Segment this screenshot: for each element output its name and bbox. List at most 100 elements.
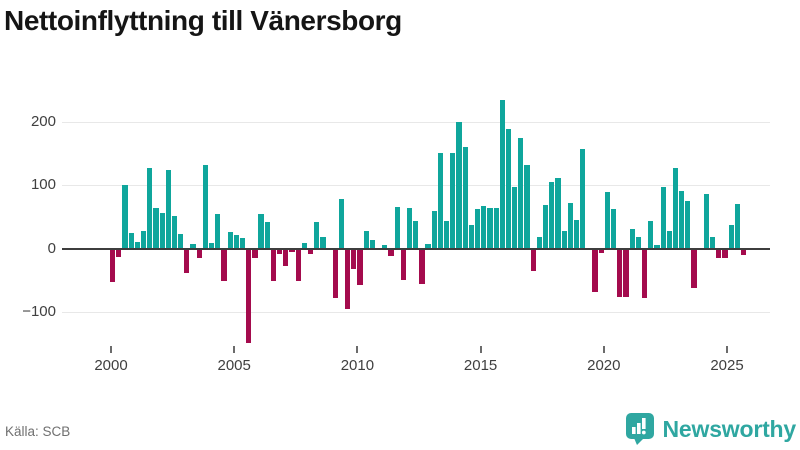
bar-2010Q1 bbox=[357, 248, 363, 286]
bar-2005Q1 bbox=[233, 235, 239, 249]
bar-2001Q4 bbox=[153, 208, 159, 249]
bar-2024Q3 bbox=[716, 248, 722, 258]
bar-2021Q2 bbox=[635, 237, 641, 249]
bar-2012Q4 bbox=[425, 244, 431, 249]
bar-chart-speech-bubble-icon bbox=[625, 413, 654, 445]
x-axis-tick bbox=[726, 346, 728, 353]
bar-2016Q2 bbox=[512, 187, 518, 249]
bar-2003Q1 bbox=[184, 248, 190, 273]
bar-2001Q2 bbox=[140, 231, 147, 249]
bar-2001Q3 bbox=[147, 168, 153, 249]
bar-2022Q1 bbox=[654, 244, 660, 249]
bar-2005Q3 bbox=[246, 248, 252, 344]
x-tick-label: 2000 bbox=[94, 357, 128, 374]
bar-2024Q4 bbox=[722, 248, 728, 258]
bar-2006Q3 bbox=[270, 248, 277, 282]
bar-2018Q1 bbox=[555, 177, 561, 249]
x-axis-tick bbox=[356, 346, 359, 353]
bar-2017Q2 bbox=[536, 237, 543, 249]
x-axis-tick bbox=[602, 346, 605, 353]
bar-2024Q1 bbox=[703, 194, 710, 249]
bar-2020Q2 bbox=[611, 209, 617, 249]
bar-2022Q3 bbox=[666, 230, 672, 249]
gridline-y-100 bbox=[62, 185, 770, 187]
gridline-y-200 bbox=[62, 122, 770, 124]
bar-2003Q4 bbox=[202, 165, 209, 249]
bar-2000Q4 bbox=[128, 232, 134, 249]
bar-2021Q1 bbox=[629, 228, 635, 249]
bar-2005Q4 bbox=[252, 248, 258, 258]
bar-2022Q4 bbox=[672, 167, 679, 249]
x-axis-tick bbox=[233, 346, 236, 353]
bar-2007Q3 bbox=[295, 248, 301, 281]
bar-2019Q4 bbox=[598, 248, 604, 253]
bar-2025Q1 bbox=[728, 224, 734, 249]
bar-2002Q2 bbox=[165, 170, 171, 249]
bar-2020Q3 bbox=[617, 248, 623, 298]
bar-2018Q4 bbox=[573, 219, 580, 249]
bar-2012Q3 bbox=[419, 248, 425, 284]
chart-title: Nettoinflyttning till Vänersborg bbox=[4, 5, 402, 36]
bar-2025Q2 bbox=[734, 204, 740, 249]
bar-2012Q2 bbox=[413, 220, 419, 249]
bar-2013Q4 bbox=[450, 152, 456, 249]
bar-2010Q2 bbox=[363, 230, 369, 249]
x-tick-label: 2010 bbox=[340, 357, 375, 374]
bar-2006Q2 bbox=[264, 222, 270, 249]
bar-2009Q2 bbox=[338, 199, 345, 249]
bar-2011Q3 bbox=[394, 206, 400, 249]
bar-2002Q4 bbox=[178, 234, 184, 249]
bar-2006Q4 bbox=[277, 248, 283, 255]
bar-2016Q1 bbox=[505, 129, 512, 249]
bar-2017Q4 bbox=[549, 181, 555, 249]
bar-2015Q4 bbox=[499, 100, 505, 249]
x-tick-label: 2025 bbox=[710, 357, 744, 374]
bar-2011Q2 bbox=[388, 248, 394, 257]
bar-2004Q4 bbox=[227, 232, 233, 249]
bar-2014Q1 bbox=[456, 122, 462, 249]
x-tick-label: 2015 bbox=[463, 357, 498, 374]
bar-2014Q2 bbox=[462, 146, 468, 249]
bar-2011Q1 bbox=[382, 244, 388, 249]
bar-2022Q2 bbox=[660, 187, 666, 249]
bar-2015Q1 bbox=[481, 206, 487, 249]
bar-2014Q3 bbox=[468, 225, 474, 249]
bar-2019Q3 bbox=[592, 248, 598, 293]
bar-2020Q4 bbox=[623, 248, 629, 298]
bar-2009Q3 bbox=[345, 248, 351, 310]
bar-2007Q2 bbox=[289, 248, 295, 253]
bar-2008Q3 bbox=[320, 237, 326, 249]
newsworthy-wordmark: Newsworthy bbox=[662, 415, 797, 442]
bar-2001Q1 bbox=[134, 242, 140, 249]
bar-2013Q1 bbox=[431, 210, 437, 249]
bar-2023Q3 bbox=[691, 248, 697, 288]
bar-2016Q4 bbox=[524, 165, 530, 249]
bar-2016Q3 bbox=[518, 138, 524, 249]
bar-2015Q2 bbox=[487, 208, 493, 249]
bar-2007Q1 bbox=[283, 248, 289, 267]
bar-2020Q1 bbox=[604, 192, 611, 249]
bar-2002Q3 bbox=[171, 215, 178, 249]
bar-2004Q1 bbox=[209, 242, 215, 249]
bar-2015Q3 bbox=[493, 208, 499, 249]
bar-2008Q1 bbox=[307, 248, 314, 255]
bar-2023Q1 bbox=[679, 191, 685, 249]
bar-2017Q1 bbox=[530, 248, 536, 272]
bar-2003Q2 bbox=[190, 244, 196, 249]
bar-2021Q4 bbox=[648, 221, 654, 249]
bar-2013Q2 bbox=[437, 152, 444, 249]
bar-2024Q2 bbox=[709, 237, 716, 249]
bar-2010Q3 bbox=[369, 239, 376, 249]
bar-2009Q1 bbox=[332, 248, 338, 299]
bar-2018Q2 bbox=[561, 230, 567, 249]
y-tick-label: 200 bbox=[30, 113, 56, 131]
bar-2007Q4 bbox=[301, 242, 307, 249]
bar-2000Q3 bbox=[122, 185, 128, 249]
bar-2017Q3 bbox=[543, 204, 549, 249]
bar-2023Q2 bbox=[685, 201, 691, 249]
bar-2013Q3 bbox=[444, 221, 450, 249]
x-tick-label: 2005 bbox=[217, 357, 251, 374]
bar-2005Q2 bbox=[239, 238, 246, 249]
bar-2000Q2 bbox=[116, 248, 122, 257]
